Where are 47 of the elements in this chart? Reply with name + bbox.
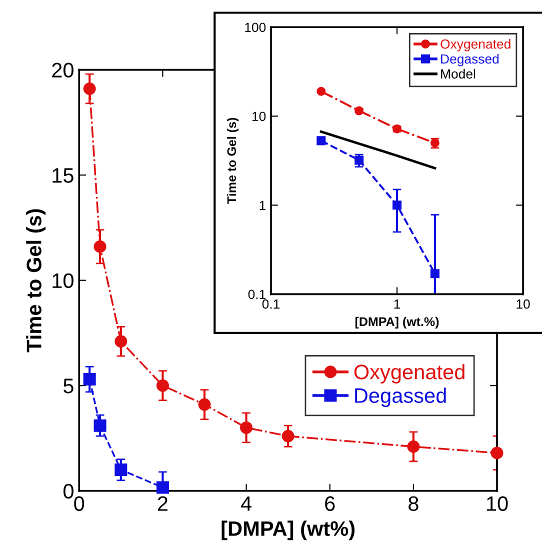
x-tick-label: 10 xyxy=(487,496,508,512)
x-tick-label: 4 xyxy=(240,496,252,511)
point xyxy=(114,335,128,348)
x-axis-title: [DMPA] (wt%) xyxy=(222,520,355,540)
y-tick-label: 100 xyxy=(245,22,266,32)
legend-label: Oxygenated xyxy=(440,39,510,52)
point xyxy=(83,373,96,386)
point xyxy=(490,446,504,460)
point xyxy=(354,156,364,165)
point xyxy=(94,240,106,253)
point xyxy=(407,440,420,453)
y-tick-label: 10 xyxy=(252,112,266,122)
y-axis-title: Time to Gel (s) xyxy=(26,209,46,352)
point xyxy=(83,82,96,95)
legend-label: Oxygenated xyxy=(354,364,464,384)
point xyxy=(282,430,294,442)
y-tick-label: 0 xyxy=(64,484,74,499)
x-tick-label: 8 xyxy=(408,496,418,512)
point xyxy=(354,106,364,116)
x-tick-label: 2 xyxy=(158,496,168,511)
y-tick-label: 5 xyxy=(64,378,74,394)
point xyxy=(198,398,211,411)
legend-label: Degassed xyxy=(441,54,499,66)
legend-label: Degassed xyxy=(355,388,446,408)
x-tick-label: 0.1 xyxy=(262,299,280,309)
y-tick-label: 10 xyxy=(52,273,74,288)
x-tick-label: 1 xyxy=(394,300,400,309)
line-series xyxy=(320,130,436,170)
x-tick-label: 6 xyxy=(325,496,335,512)
y-tick-label: 15 xyxy=(52,168,74,183)
y-tick-label: 20 xyxy=(52,62,74,78)
point xyxy=(156,379,169,392)
y-tick-label: 1 xyxy=(260,200,266,210)
x-tick-label: 10 xyxy=(516,299,530,309)
legend-label: Model xyxy=(441,68,476,79)
point xyxy=(240,421,253,434)
point xyxy=(156,481,169,494)
point xyxy=(316,86,326,96)
y-tick-label: 0.1 xyxy=(248,290,266,300)
point xyxy=(94,419,106,432)
point xyxy=(392,200,402,210)
point xyxy=(430,269,440,278)
x-axis-title: [DMPA] (wt.%) xyxy=(355,316,439,329)
point xyxy=(316,136,326,146)
point xyxy=(114,464,128,476)
x-tick-label: 0 xyxy=(74,496,84,512)
y-axis-title: Time to Gel (s) xyxy=(226,118,239,204)
